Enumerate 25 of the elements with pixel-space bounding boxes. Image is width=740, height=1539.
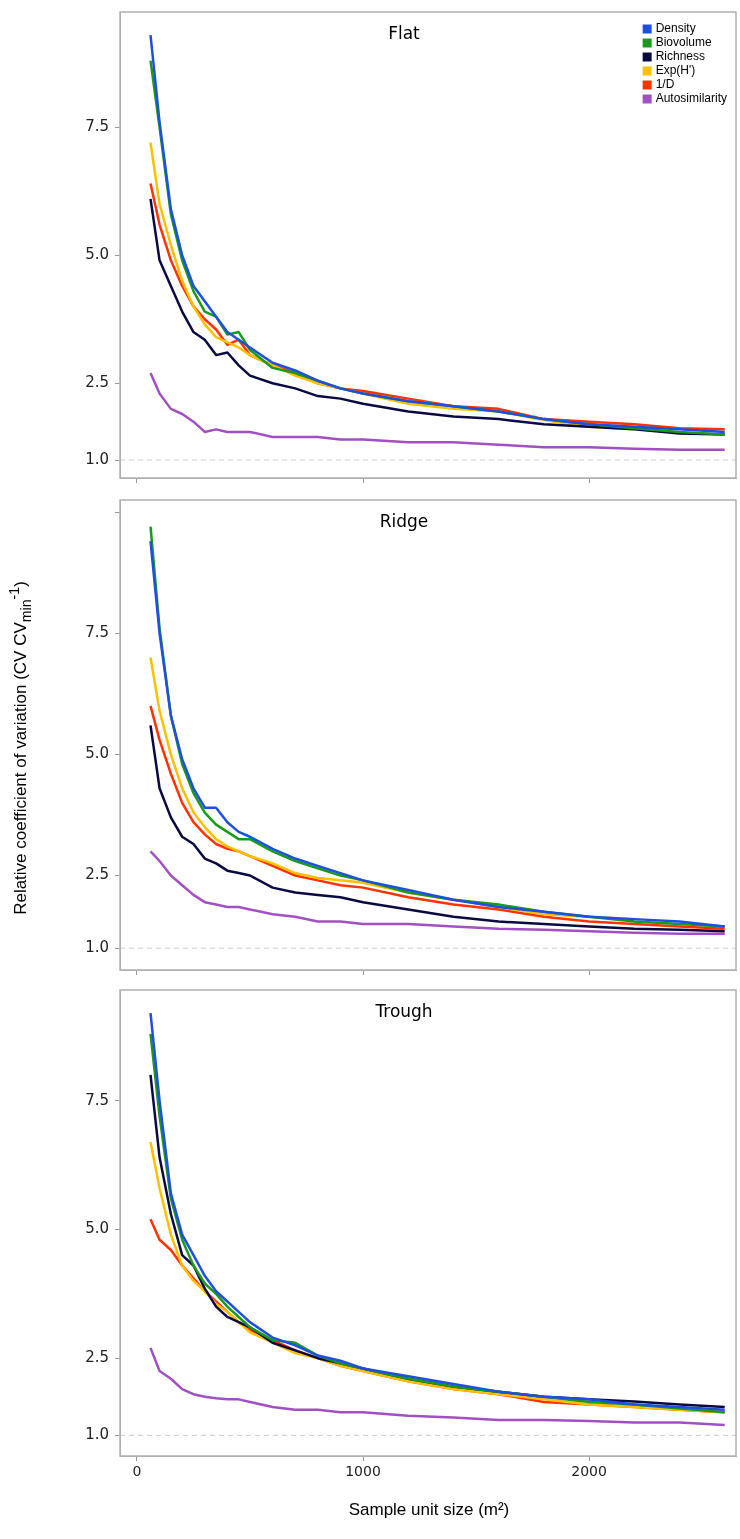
y-tick-label: 2.5: [85, 373, 109, 392]
y-tick-label: 2.5: [85, 1348, 109, 1367]
legend-label: Autosimilarity: [655, 91, 728, 106]
legend-label: Richness: [655, 49, 706, 64]
y-tick-label: 1.0: [85, 1425, 109, 1444]
y-tick-label: 2.5: [85, 865, 109, 884]
y-tick-label: 5.0: [85, 744, 109, 763]
text: Trough: [374, 1000, 433, 1021]
text: Ridge: [379, 510, 429, 531]
y-tick-label: 1.0: [85, 938, 109, 957]
y-tick-label: 7.5: [85, 1090, 109, 1109]
text: Flat: [388, 22, 421, 43]
y-tick-label: 5.0: [85, 1219, 109, 1238]
x-axis-title: Sample unit size (m²): [347, 1500, 511, 1520]
y-tick-label: 7.5: [85, 117, 109, 136]
x-tick-label: 1000: [345, 1463, 381, 1480]
x-tick-label: 2000: [571, 1463, 607, 1480]
x-tick-label: 0: [132, 1463, 142, 1480]
y-tick-label: 1.0: [85, 449, 109, 468]
legend-label: Exp(H'): [655, 63, 696, 78]
legend-label: Density: [655, 21, 696, 36]
y-tick-label: 7.5: [85, 623, 109, 642]
legend-label: Biovolume: [655, 35, 712, 50]
legend-label: 1/D: [655, 77, 675, 92]
y-tick-label: 5.0: [85, 245, 109, 264]
